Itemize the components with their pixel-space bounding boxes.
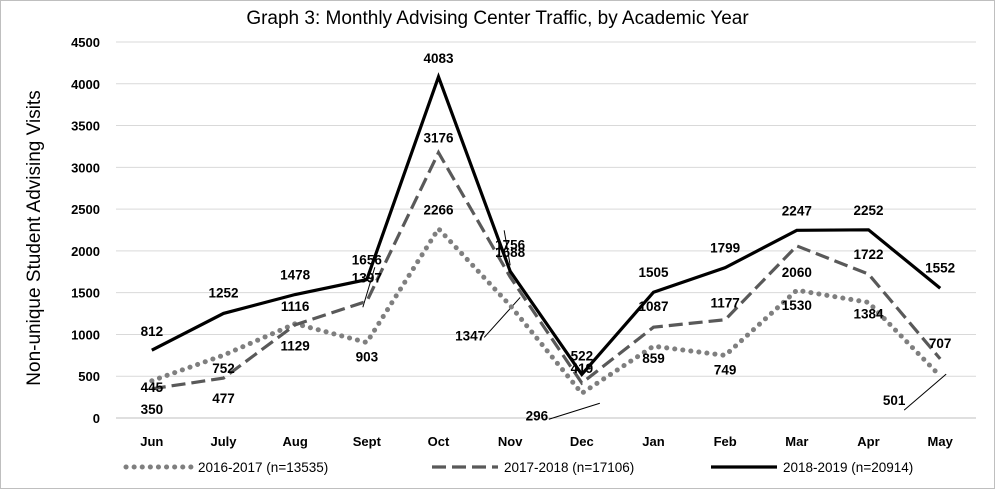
x-tick-label: Jan: [642, 434, 664, 449]
y-tick-label: 500: [78, 369, 100, 384]
data-label: 419: [571, 361, 594, 376]
x-tick-label: Feb: [714, 434, 737, 449]
data-label: 1799: [710, 241, 740, 256]
data-label: 1252: [208, 285, 238, 300]
data-label: 350: [141, 402, 164, 417]
leader-line: [548, 402, 600, 420]
y-axis-label: Non-unique Student Advising Visits: [24, 90, 45, 385]
legend-entry: 2018-2019 (n=20914): [783, 460, 913, 475]
x-tick-label: Apr: [857, 434, 879, 449]
legend-entry: 2017-2018 (n=17106): [504, 460, 634, 475]
data-label: 1347: [455, 328, 485, 343]
y-tick-label: 1500: [71, 286, 100, 301]
x-tick-label: Jun: [140, 434, 163, 449]
x-tick-label: Dec: [570, 434, 594, 449]
data-label: 1688: [495, 245, 526, 260]
data-label: 1129: [281, 339, 310, 354]
series-line-1: [149, 224, 943, 397]
y-tick-label: 4000: [71, 77, 100, 92]
y-tick-label: 3500: [71, 119, 100, 134]
leader-line: [503, 230, 511, 266]
x-tick-label: Mar: [785, 434, 808, 449]
gridlines: [116, 41, 976, 419]
data-label: 1177: [711, 296, 740, 311]
series-line-2: [151, 149, 942, 391]
data-label: 2252: [853, 203, 883, 218]
data-label: 1087: [638, 299, 668, 314]
data-label: 1384: [853, 306, 884, 321]
data-label: 501: [883, 393, 906, 408]
y-tick-label: 3000: [71, 160, 100, 175]
leader-line: [362, 267, 376, 308]
data-label: 1505: [638, 265, 669, 280]
label-leader-lines: [362, 230, 947, 420]
data-label: 1756: [495, 237, 526, 252]
data-label: 1722: [853, 247, 883, 262]
x-tick-label: Nov: [498, 434, 523, 449]
x-tick-label: Sept: [353, 434, 382, 449]
data-label: 1478: [280, 268, 311, 283]
x-tick-label: July: [210, 434, 237, 449]
data-label: 2247: [782, 203, 812, 218]
x-axis-ticks: Jun July Aug Sept Oct Nov Dec Jan Feb Mar Apr May: [140, 434, 953, 449]
data-label: 1397: [352, 270, 382, 285]
leader-line: [483, 297, 521, 338]
data-label: 522: [571, 348, 594, 363]
data-label: 296: [526, 408, 549, 423]
data-labels: 445 752 1129 903 2266 1347 296 859 749 1530 1384 50…: [141, 51, 956, 423]
y-tick-label: 1000: [71, 327, 100, 342]
data-label: 3176: [423, 131, 454, 146]
data-label: 2060: [782, 265, 812, 280]
data-label: 445: [141, 380, 164, 395]
x-tick-label: Oct: [428, 434, 450, 449]
data-label: 812: [141, 324, 164, 339]
data-label: 1552: [925, 260, 955, 275]
y-tick-label: 0: [93, 411, 100, 426]
data-label: 1116: [281, 299, 310, 314]
data-label: 1656: [352, 253, 383, 268]
series-line-3: [151, 72, 942, 377]
data-label: 1530: [782, 298, 812, 313]
series-lines: [149, 72, 943, 397]
leader-line: [903, 373, 947, 411]
data-label: 859: [642, 351, 665, 366]
y-tick-label: 4500: [71, 35, 100, 50]
y-axis-ticks: 0 500 1000 1500 2000 2500 3000 3500 4000 4500: [71, 35, 100, 426]
data-label: 2266: [423, 203, 454, 218]
data-label: 749: [714, 362, 737, 377]
y-tick-label: 2000: [71, 244, 100, 259]
data-label: 4083: [423, 51, 454, 66]
data-label: 903: [356, 350, 379, 365]
data-label: 752: [212, 361, 235, 376]
legend-entry: 2016-2017 (n=13535): [198, 460, 328, 475]
x-tick-label: Aug: [283, 434, 308, 449]
x-tick-label: May: [928, 434, 954, 449]
legend: 2016-2017 (n=13535) 2017-2018 (n=17106) 20…: [123, 460, 913, 475]
y-tick-label: 2500: [71, 202, 100, 217]
data-label: 477: [212, 391, 235, 406]
chart-title: Graph 3: Monthly Advising Center Traffic…: [246, 8, 749, 29]
data-label: 707: [929, 336, 952, 351]
